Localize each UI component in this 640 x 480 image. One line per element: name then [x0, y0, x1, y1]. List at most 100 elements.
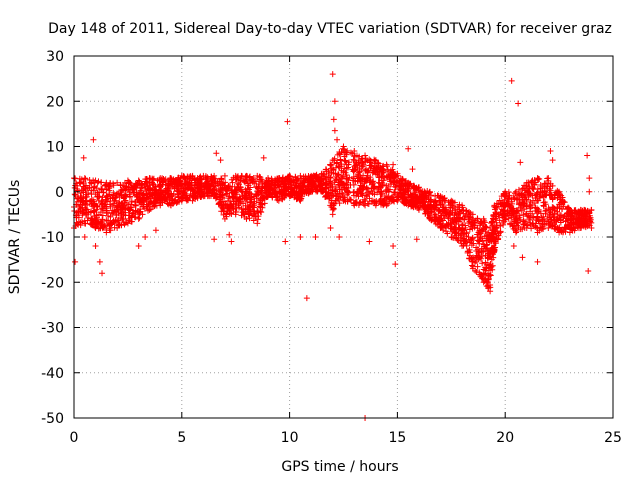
- band-point: [437, 224, 444, 231]
- band-point: [212, 182, 219, 189]
- band-point: [223, 191, 230, 198]
- band-point: [443, 206, 450, 213]
- band-point: [299, 184, 306, 191]
- band-point: [146, 185, 153, 192]
- band-point: [566, 229, 573, 236]
- band-point: [512, 190, 519, 197]
- band-point: [318, 188, 325, 195]
- band-point: [136, 214, 143, 221]
- band-point: [355, 193, 362, 200]
- band-point: [250, 217, 257, 224]
- band-point: [448, 223, 455, 230]
- band-point: [334, 159, 341, 166]
- band-point: [330, 192, 337, 199]
- band-point: [186, 185, 193, 192]
- outlier-point: [534, 258, 541, 265]
- band-point: [474, 237, 481, 244]
- band-point: [525, 212, 532, 219]
- band-point: [340, 197, 347, 204]
- band-point: [462, 212, 469, 219]
- band-point: [254, 220, 261, 227]
- band-point: [352, 162, 359, 169]
- band-point: [353, 159, 360, 166]
- band-point: [193, 182, 200, 189]
- band-point: [487, 261, 494, 268]
- band-point: [335, 172, 342, 179]
- band-point: [115, 203, 122, 210]
- band-point: [460, 207, 467, 214]
- band-point: [534, 197, 541, 204]
- band-point: [103, 179, 110, 186]
- band-point: [497, 222, 504, 229]
- outlier-point: [390, 161, 397, 168]
- band-point: [90, 187, 97, 194]
- band-point: [128, 198, 135, 205]
- band-point: [110, 202, 117, 209]
- band-point: [485, 276, 492, 283]
- band-point: [308, 188, 315, 195]
- band-point: [73, 195, 80, 202]
- band-point: [540, 194, 547, 201]
- band-point: [325, 182, 332, 189]
- band-point: [359, 190, 366, 197]
- band-point: [545, 224, 552, 231]
- band-point: [541, 199, 548, 206]
- band-point: [97, 209, 104, 216]
- outlier-point: [549, 157, 556, 164]
- band-point: [179, 194, 186, 201]
- band-point: [546, 185, 553, 192]
- band-point: [482, 224, 489, 231]
- band-point: [373, 164, 380, 171]
- band-point: [115, 209, 122, 216]
- band-point: [479, 238, 486, 245]
- band-point: [429, 204, 436, 211]
- band-point: [84, 202, 91, 209]
- band-point: [103, 229, 110, 236]
- band-point: [268, 175, 275, 182]
- band-point: [114, 204, 121, 211]
- band-point: [445, 215, 452, 222]
- band-point: [477, 218, 484, 225]
- band-point: [225, 183, 232, 190]
- band-point: [77, 190, 84, 197]
- band-point: [124, 220, 131, 227]
- band-point: [275, 182, 282, 189]
- band-point: [250, 211, 257, 218]
- band-point: [383, 161, 390, 168]
- band-point: [491, 247, 498, 254]
- band-point: [72, 182, 79, 189]
- outlier-point: [390, 243, 397, 250]
- band-point: [147, 200, 154, 207]
- band-point: [110, 180, 117, 187]
- band-point: [487, 288, 494, 295]
- band-point: [254, 185, 261, 192]
- band-point: [378, 168, 385, 175]
- band-point: [340, 143, 347, 150]
- band-point: [214, 178, 221, 185]
- band-point: [488, 263, 495, 270]
- band-point: [513, 215, 520, 222]
- band-point: [224, 190, 231, 197]
- band-point: [359, 159, 366, 166]
- y-tick-label: 30: [46, 49, 64, 65]
- band-point: [481, 219, 488, 226]
- band-point: [438, 223, 445, 230]
- band-point: [529, 201, 536, 208]
- outlier-point: [284, 118, 291, 125]
- band-point: [87, 198, 94, 205]
- band-point: [352, 152, 359, 159]
- band-point: [190, 190, 197, 197]
- outlier-point: [312, 234, 319, 240]
- band-point: [348, 197, 355, 204]
- band-point: [539, 217, 546, 224]
- band-point: [157, 175, 164, 182]
- band-point: [197, 175, 204, 182]
- band-point: [548, 216, 554, 223]
- band-point: [94, 219, 101, 226]
- band-point: [534, 175, 541, 182]
- band-point: [325, 174, 332, 181]
- band-point: [437, 193, 444, 200]
- band-point: [118, 222, 125, 229]
- band-point: [194, 177, 201, 184]
